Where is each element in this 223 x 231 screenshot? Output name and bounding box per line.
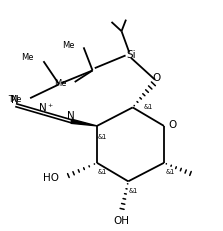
Text: &1: &1: [144, 104, 153, 110]
Text: −: −: [7, 93, 13, 99]
Text: &1: &1: [98, 134, 107, 140]
Text: N: N: [39, 103, 47, 113]
Text: &1: &1: [128, 188, 137, 194]
Text: Me: Me: [62, 41, 75, 49]
Text: O: O: [168, 120, 176, 130]
Text: +: +: [47, 103, 53, 108]
Text: N: N: [11, 95, 19, 105]
Text: Me: Me: [54, 79, 67, 88]
Polygon shape: [71, 119, 97, 126]
Text: HO: HO: [43, 173, 59, 183]
Text: Si: Si: [127, 50, 136, 60]
Text: &1: &1: [166, 169, 175, 175]
Text: N: N: [67, 111, 75, 121]
Text: &1: &1: [98, 169, 107, 175]
Text: Me: Me: [21, 53, 33, 62]
Text: Me: Me: [9, 95, 21, 104]
Text: OH: OH: [114, 216, 130, 225]
Text: O: O: [152, 73, 160, 83]
